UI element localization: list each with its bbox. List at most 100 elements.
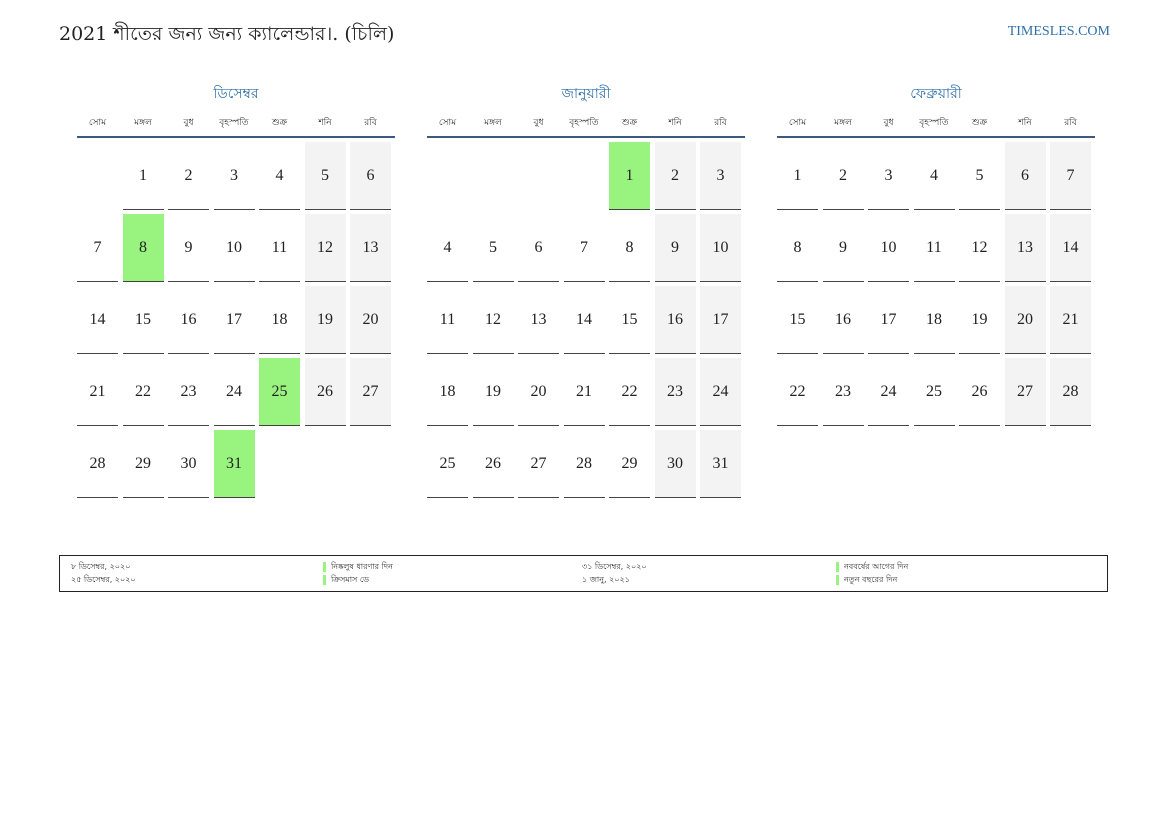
day-cell[interactable]: 22 xyxy=(609,358,650,426)
day-cell[interactable]: 24 xyxy=(213,358,255,426)
day-cell[interactable]: 11 xyxy=(913,214,955,282)
day-grid: 1 2 3 4 5 6 7 8 9 10 11 12 13 14 15 16 17 18 19 20 21 22 23 24 2… xyxy=(77,142,395,498)
day-cell[interactable]: 9 xyxy=(822,214,864,282)
day-cell[interactable]: 18 xyxy=(259,286,300,354)
day-cell[interactable]: 14 xyxy=(77,286,118,354)
day-cell[interactable]: 7 xyxy=(77,214,118,282)
day-cell[interactable]: 21 xyxy=(563,358,605,426)
weekday-label: মঙ্গল xyxy=(834,118,852,128)
holiday-day-cell[interactable]: 8 xyxy=(122,214,164,282)
day-cell[interactable]: 9 xyxy=(168,214,209,282)
day-cell[interactable]: 12 xyxy=(959,214,1000,282)
day-cell[interactable]: 17 xyxy=(213,286,255,354)
day-cell[interactable]: 8 xyxy=(609,214,650,282)
day-cell[interactable]: 25 xyxy=(427,430,468,498)
day-cell[interactable]: 23 xyxy=(168,358,209,426)
day-cell[interactable]: 29 xyxy=(609,430,650,498)
day-cell[interactable]: 10 xyxy=(700,214,741,282)
day-cell[interactable]: 2 xyxy=(168,142,209,210)
day-cell[interactable]: 28 xyxy=(563,430,605,498)
day-cell[interactable]: 8 xyxy=(777,214,818,282)
day-cell[interactable]: 2 xyxy=(822,142,864,210)
day-cell[interactable]: 15 xyxy=(122,286,164,354)
day-cell[interactable]: 23 xyxy=(822,358,864,426)
holiday-day-cell[interactable]: 31 xyxy=(213,430,255,498)
day-cell[interactable]: 22 xyxy=(122,358,164,426)
day-cell[interactable]: 27 xyxy=(1004,358,1046,426)
day-cell[interactable]: 24 xyxy=(700,358,741,426)
day-cell[interactable]: 28 xyxy=(1050,358,1091,426)
day-cell[interactable]: 17 xyxy=(700,286,741,354)
day-cell[interactable]: 17 xyxy=(868,286,909,354)
day-cell[interactable]: 11 xyxy=(427,286,468,354)
day-cell[interactable]: 11 xyxy=(259,214,300,282)
holiday-day-cell[interactable]: 25 xyxy=(259,358,300,426)
day-cell[interactable]: 30 xyxy=(654,430,696,498)
day-cell[interactable]: 6 xyxy=(518,214,559,282)
day-cell[interactable]: 30 xyxy=(168,430,209,498)
day-cell[interactable]: 15 xyxy=(777,286,818,354)
day-cell[interactable]: 4 xyxy=(427,214,468,282)
day-cell[interactable]: 16 xyxy=(822,286,864,354)
day-cell[interactable]: 18 xyxy=(913,286,955,354)
day-cell[interactable]: 26 xyxy=(304,358,346,426)
day-cell[interactable]: 7 xyxy=(1050,142,1091,210)
day-cell[interactable]: 20 xyxy=(350,286,391,354)
legend-names-left: নিষ্কলুষ ধারণার দিন ক্রিসমাস ডে xyxy=(323,562,393,585)
day-cell[interactable]: 5 xyxy=(472,214,514,282)
day-cell[interactable]: 16 xyxy=(168,286,209,354)
day-cell[interactable]: 21 xyxy=(77,358,118,426)
day-cell[interactable]: 13 xyxy=(518,286,559,354)
day-cell[interactable]: 27 xyxy=(350,358,391,426)
weekday-label: শুক্র xyxy=(271,118,288,128)
day-cell[interactable]: 7 xyxy=(563,214,605,282)
day-cell[interactable]: 3 xyxy=(213,142,255,210)
day-cell[interactable]: 14 xyxy=(1050,214,1091,282)
day-cell[interactable]: 10 xyxy=(213,214,255,282)
day-cell[interactable]: 5 xyxy=(304,142,346,210)
day-cell[interactable]: 19 xyxy=(959,286,1000,354)
empty-cell xyxy=(564,142,605,209)
weekday-label: সোম xyxy=(438,118,457,128)
weekday-label: রবি xyxy=(364,118,377,128)
month-december: ডিসেম্বর সোম মঙ্গল বুধ বৃহস্পতি শুক্র শনি রবি 1 2… xyxy=(77,84,395,498)
day-cell[interactable]: 3 xyxy=(868,142,909,210)
day-cell[interactable]: 31 xyxy=(700,430,741,498)
day-cell[interactable]: 26 xyxy=(472,430,514,498)
day-cell[interactable]: 21 xyxy=(1050,286,1091,354)
day-cell[interactable]: 23 xyxy=(654,358,696,426)
day-cell[interactable]: 1 xyxy=(777,142,818,210)
day-cell[interactable]: 26 xyxy=(959,358,1000,426)
day-cell[interactable]: 13 xyxy=(350,214,391,282)
day-cell[interactable]: 15 xyxy=(609,286,650,354)
day-cell[interactable]: 29 xyxy=(122,430,164,498)
day-cell[interactable]: 5 xyxy=(959,142,1000,210)
holiday-day-cell[interactable]: 1 xyxy=(609,142,650,210)
day-cell[interactable]: 22 xyxy=(777,358,818,426)
day-cell[interactable]: 4 xyxy=(259,142,300,210)
day-cell[interactable]: 27 xyxy=(518,430,559,498)
empty-cell xyxy=(518,142,559,209)
day-cell[interactable]: 20 xyxy=(518,358,559,426)
day-cell[interactable]: 10 xyxy=(868,214,909,282)
day-cell[interactable]: 12 xyxy=(472,286,514,354)
day-cell[interactable]: 1 xyxy=(122,142,164,210)
day-cell[interactable]: 13 xyxy=(1004,214,1046,282)
site-link[interactable]: TIMESLES.COM xyxy=(1007,24,1110,39)
day-cell[interactable]: 6 xyxy=(1004,142,1046,210)
day-cell[interactable]: 16 xyxy=(654,286,696,354)
day-cell[interactable]: 19 xyxy=(472,358,514,426)
day-cell[interactable]: 19 xyxy=(304,286,346,354)
day-cell[interactable]: 2 xyxy=(654,142,696,210)
day-cell[interactable]: 14 xyxy=(563,286,605,354)
day-cell[interactable]: 28 xyxy=(77,430,118,498)
day-cell[interactable]: 6 xyxy=(350,142,391,210)
day-cell[interactable]: 4 xyxy=(913,142,955,210)
day-cell[interactable]: 25 xyxy=(913,358,955,426)
day-cell[interactable]: 9 xyxy=(654,214,696,282)
day-cell[interactable]: 18 xyxy=(427,358,468,426)
day-cell[interactable]: 12 xyxy=(304,214,346,282)
day-cell[interactable]: 20 xyxy=(1004,286,1046,354)
day-cell[interactable]: 3 xyxy=(700,142,741,210)
day-cell[interactable]: 24 xyxy=(868,358,909,426)
